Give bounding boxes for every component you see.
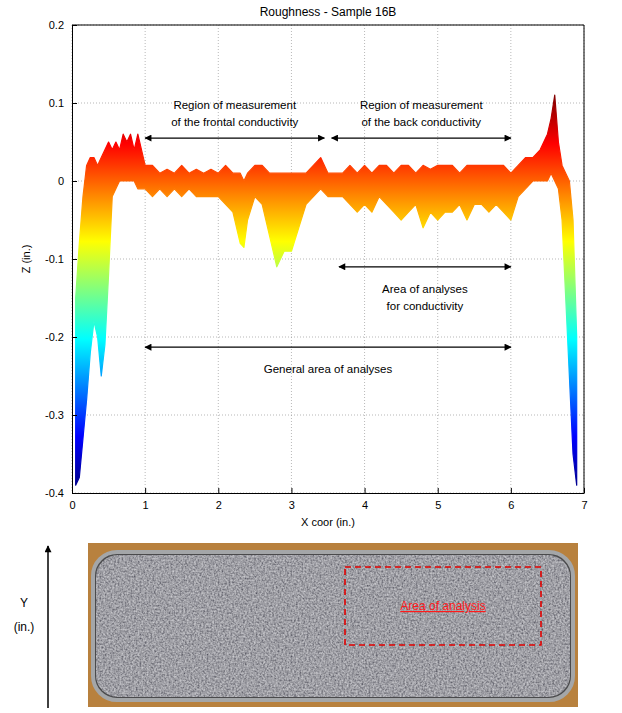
grid-line-y xyxy=(72,493,584,494)
tick: 5 xyxy=(435,488,441,511)
tick-mark xyxy=(72,415,77,416)
grid-line-y xyxy=(72,25,584,26)
tick: -0.2 xyxy=(45,331,77,343)
tick-label: 7 xyxy=(581,499,587,511)
tick-mark xyxy=(511,488,512,493)
tick-label: -0.4 xyxy=(45,487,64,499)
tick: -0.3 xyxy=(45,409,77,421)
annotation-label: of the frontal conductivity xyxy=(171,116,298,128)
tick-label: 0.1 xyxy=(49,97,64,109)
frame-top xyxy=(72,25,584,26)
tick-mark xyxy=(365,488,366,493)
x-axis: 0 1 2 3 4 5 6 7 xyxy=(69,488,587,511)
chart-title: Roughness - Sample 16B xyxy=(260,5,397,19)
annotation-arrow xyxy=(339,266,511,267)
tick-label: 6 xyxy=(508,499,514,511)
tick-label: -0.2 xyxy=(45,331,64,343)
grid-line-x xyxy=(584,25,585,493)
annotation-label: Region of measurement xyxy=(173,99,297,111)
grid-line-x xyxy=(364,25,365,493)
y-photo-arrow xyxy=(47,546,49,708)
data-marks xyxy=(76,95,577,485)
tick-label: 2 xyxy=(216,499,222,511)
tick-mark xyxy=(438,488,439,493)
sample-photo: Area of analysis xyxy=(88,543,578,707)
x-axis-title: X coor (in.) xyxy=(301,516,355,528)
y-photo-label: (in.) xyxy=(14,620,35,634)
tick-mark xyxy=(72,103,77,104)
tick-label: 5 xyxy=(435,499,441,511)
tick-mark xyxy=(72,493,77,494)
plot-background xyxy=(72,25,584,493)
photo-background xyxy=(88,543,578,707)
tick: 0 xyxy=(58,175,77,187)
tick: 6 xyxy=(508,488,514,511)
tick-mark xyxy=(72,337,77,338)
tick-mark xyxy=(291,488,292,493)
tick-label: -0.1 xyxy=(45,253,64,265)
tick: 4 xyxy=(362,488,368,511)
tick-label: 4 xyxy=(362,499,368,511)
profile-area xyxy=(76,95,577,485)
frame-right xyxy=(584,25,585,493)
grid-line-y xyxy=(72,337,584,338)
tick-mark xyxy=(72,181,77,182)
tick-label: 0.2 xyxy=(49,19,64,31)
tick: 2 xyxy=(216,488,222,511)
tick: -0.1 xyxy=(45,253,77,265)
tick: 1 xyxy=(143,488,149,511)
axis-line xyxy=(73,493,585,494)
grid-line-y xyxy=(72,415,584,416)
tick-label: 1 xyxy=(143,499,149,511)
sample-texture xyxy=(96,555,570,697)
tick: 3 xyxy=(289,488,295,511)
tick-label: 3 xyxy=(289,499,295,511)
area-box xyxy=(345,567,541,645)
annotation-label: General area of analyses xyxy=(264,363,393,375)
tick: 0.1 xyxy=(49,97,77,109)
tick-label: -0.3 xyxy=(45,409,64,421)
grid-line-y xyxy=(72,103,584,104)
tick: -0.4 xyxy=(45,487,77,499)
annotation-arrow xyxy=(332,138,511,139)
y-axis-title: Z (in.) xyxy=(20,245,32,274)
tick-mark xyxy=(145,488,146,493)
grid xyxy=(72,25,584,493)
annotation-label: Region of measurement xyxy=(360,99,484,111)
grid-line-x xyxy=(218,25,219,493)
annotation-arrow xyxy=(145,347,511,348)
annotation-label: Area of analyses xyxy=(382,283,468,295)
tick-mark xyxy=(218,488,219,493)
tick-mark xyxy=(72,259,77,260)
annotation-label: for conductivity xyxy=(387,300,464,312)
tick-label: 0 xyxy=(69,499,75,511)
chart-root: 0 1 2 3 4 5 6 7 -0.4 -0.3 -0.2 -0.1 0 0.1 0.2 Roughness… xyxy=(0,0,622,713)
y-axis: -0.4 -0.3 -0.2 -0.1 0 0.1 0.2 xyxy=(45,19,77,499)
grid-line-y xyxy=(72,259,584,260)
annotation-arrow xyxy=(145,138,324,139)
y-photo-label: Y xyxy=(20,596,28,610)
sample-body xyxy=(93,552,573,700)
tick-label: 0 xyxy=(58,175,64,187)
area-label: Area of analysis xyxy=(400,599,485,613)
annotations: Region of measurement of the frontal cond… xyxy=(145,99,511,375)
annotation-label: of the back conductivity xyxy=(361,116,481,128)
